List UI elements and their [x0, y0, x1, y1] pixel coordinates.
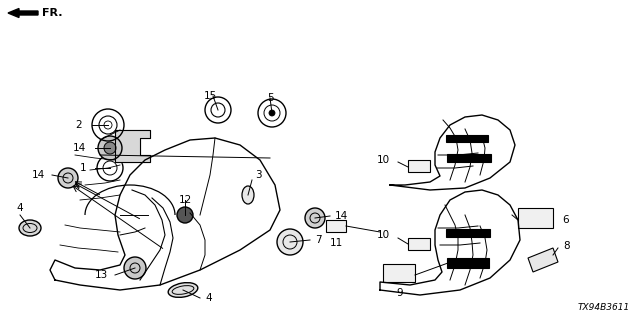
- Bar: [408, 160, 430, 172]
- Text: 3: 3: [255, 170, 262, 180]
- Text: 14: 14: [335, 211, 348, 221]
- Circle shape: [104, 142, 116, 154]
- Bar: [383, 264, 415, 282]
- FancyArrow shape: [8, 9, 38, 18]
- Ellipse shape: [242, 186, 254, 204]
- Text: 8: 8: [563, 241, 570, 251]
- Text: 11: 11: [330, 238, 342, 248]
- Circle shape: [98, 136, 122, 160]
- Text: 1: 1: [79, 163, 86, 173]
- Circle shape: [305, 208, 325, 228]
- Text: 6: 6: [562, 215, 568, 225]
- Bar: [326, 220, 346, 232]
- Bar: [446, 135, 488, 142]
- Text: 12: 12: [179, 195, 191, 205]
- Text: 2: 2: [76, 120, 82, 130]
- Bar: [518, 208, 553, 228]
- Bar: [408, 238, 430, 250]
- Circle shape: [58, 168, 78, 188]
- Text: 10: 10: [377, 155, 390, 165]
- Text: 7: 7: [315, 235, 322, 245]
- Circle shape: [177, 207, 193, 223]
- Circle shape: [124, 257, 146, 279]
- Text: 14: 14: [32, 170, 45, 180]
- Bar: [446, 229, 490, 237]
- Text: 10: 10: [377, 230, 390, 240]
- Text: 9: 9: [397, 288, 403, 298]
- Text: 4: 4: [17, 203, 23, 213]
- Bar: [447, 258, 489, 268]
- Polygon shape: [528, 248, 558, 272]
- Bar: [447, 154, 491, 162]
- Text: FR.: FR.: [42, 8, 63, 18]
- Circle shape: [269, 110, 275, 116]
- Ellipse shape: [19, 220, 41, 236]
- Text: 14: 14: [73, 143, 86, 153]
- Text: 4: 4: [205, 293, 212, 303]
- Text: 15: 15: [204, 91, 216, 101]
- Text: 13: 13: [95, 270, 108, 280]
- Ellipse shape: [168, 283, 198, 297]
- Text: 5: 5: [267, 93, 273, 103]
- Circle shape: [277, 229, 303, 255]
- Polygon shape: [115, 130, 150, 162]
- Text: TX94B3611: TX94B3611: [578, 303, 630, 312]
